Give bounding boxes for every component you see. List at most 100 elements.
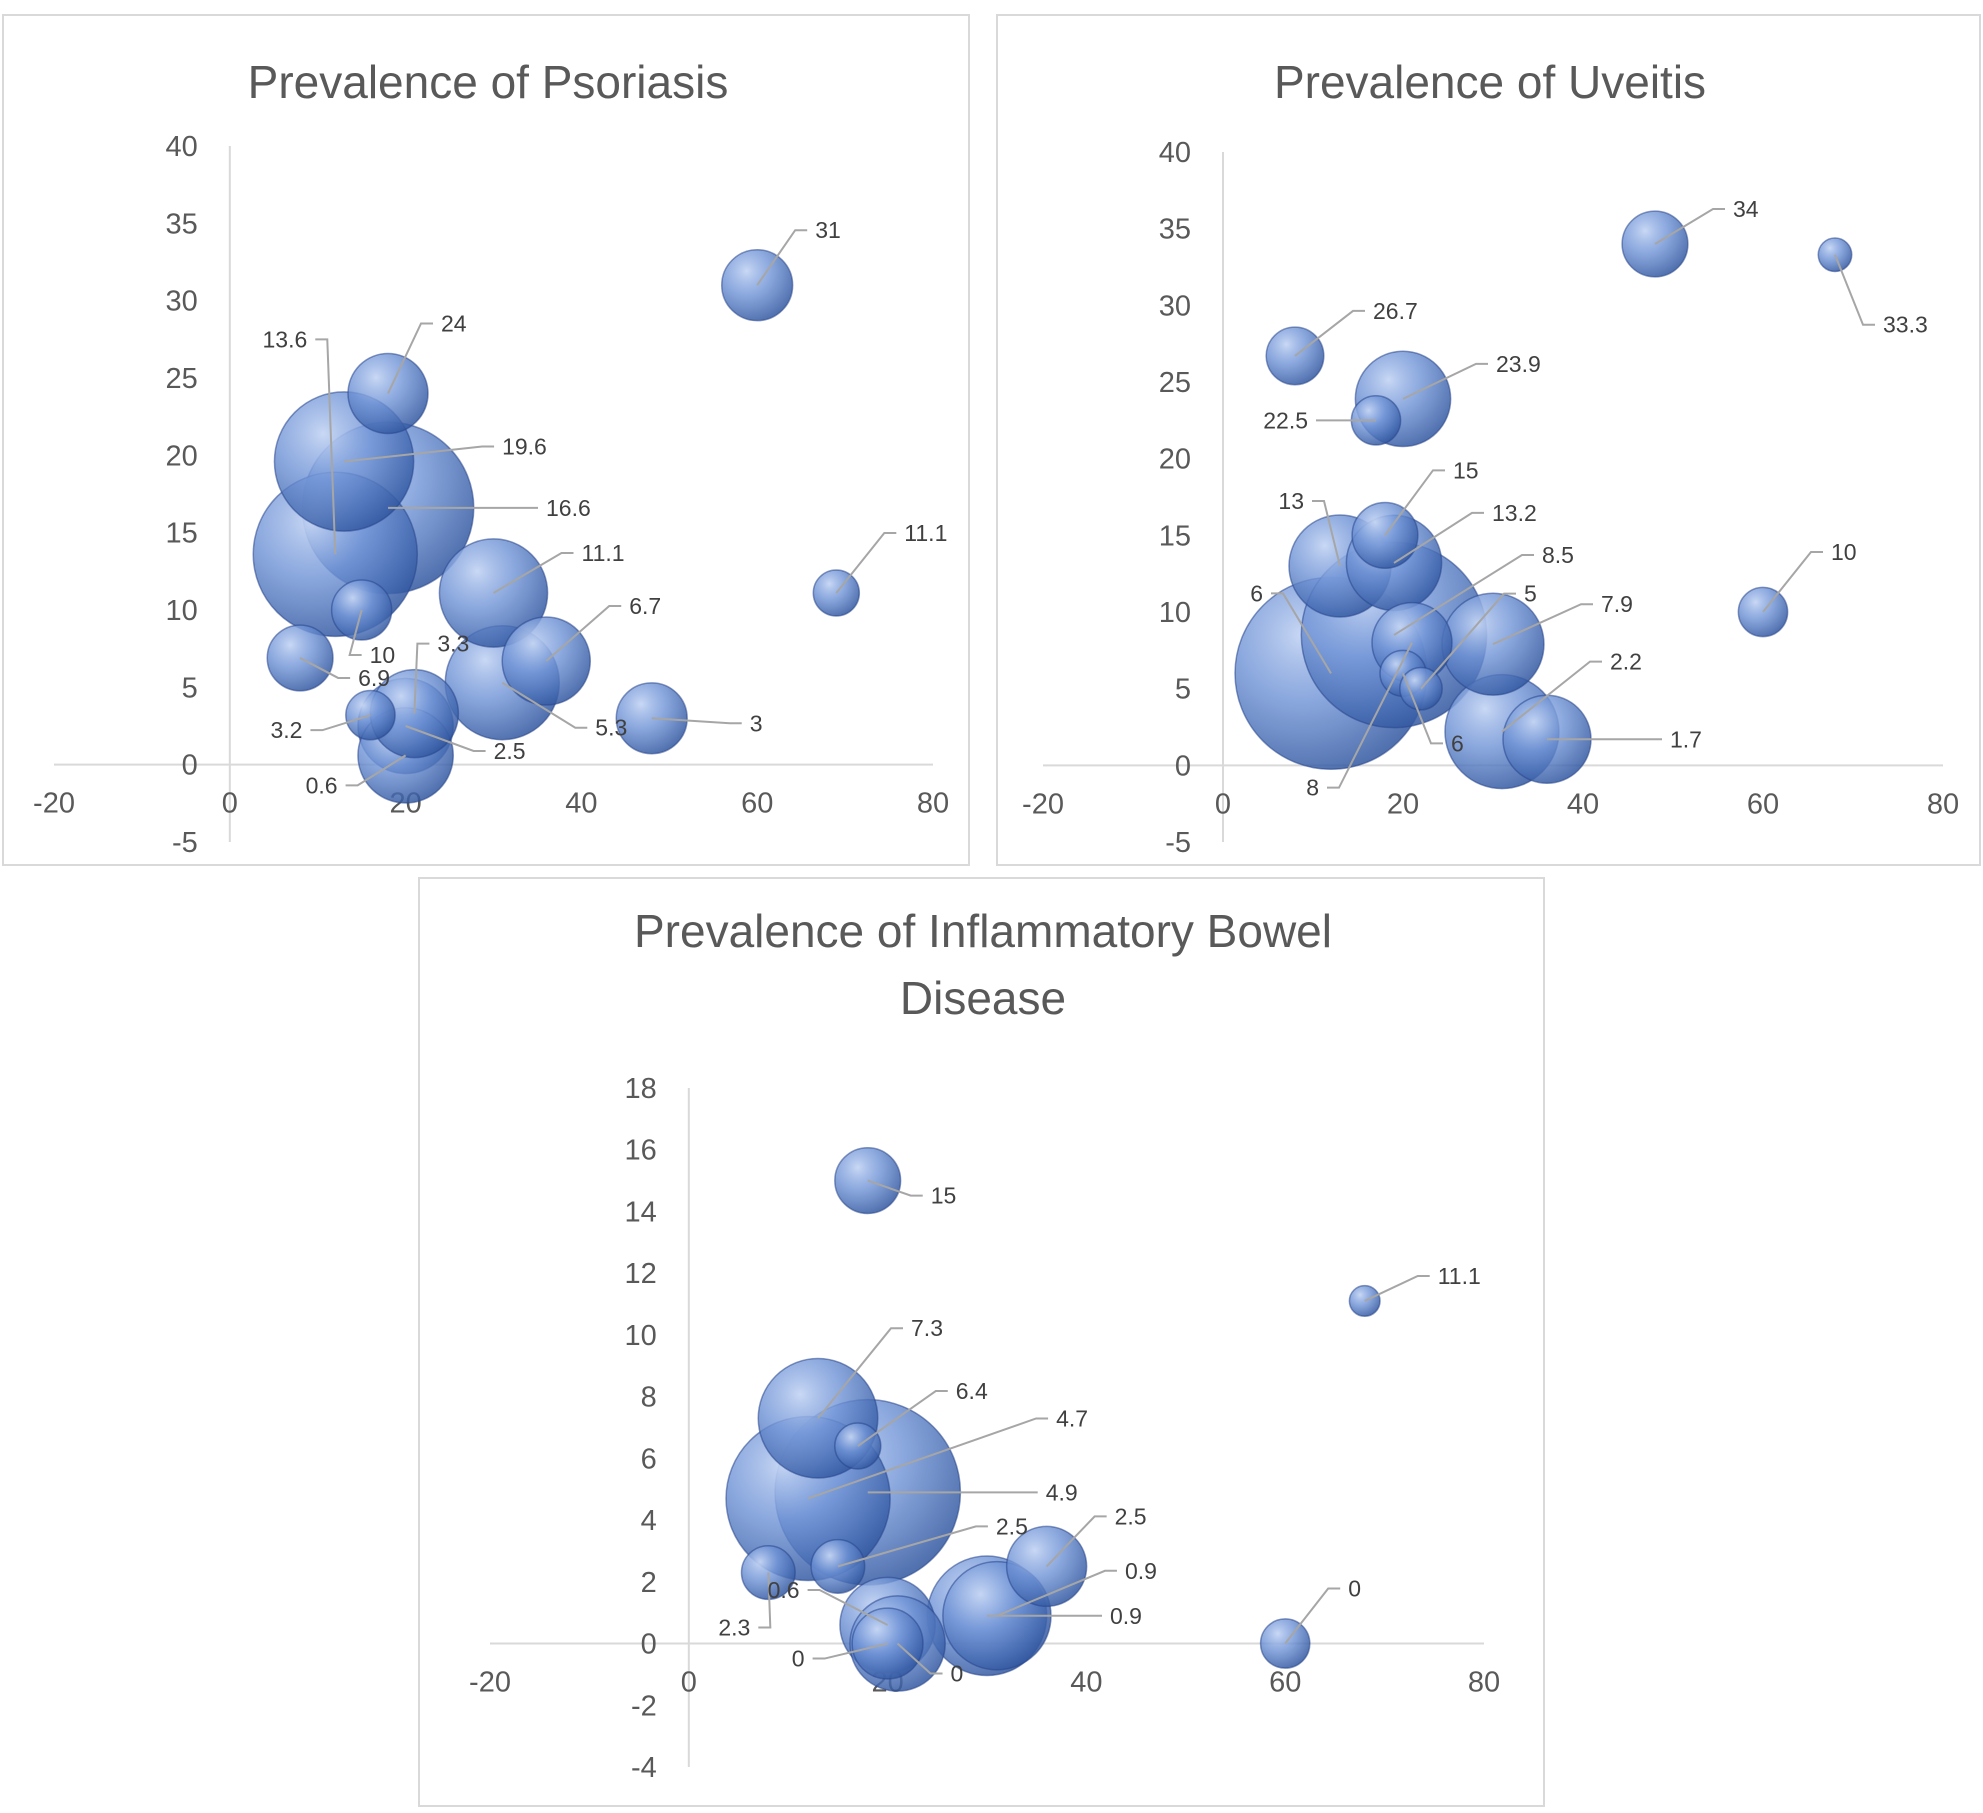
y-tick-label: 15: [166, 518, 198, 550]
data-label: 2.5: [996, 1513, 1028, 1539]
leader-line: [1393, 554, 1534, 636]
data-label: 10: [1831, 539, 1857, 565]
y-tick-label: 14: [625, 1196, 657, 1228]
leader-line: [812, 1642, 888, 1660]
x-tick-label: 40: [1567, 788, 1599, 820]
leader-line: [837, 1525, 988, 1568]
data-label: 34: [1733, 196, 1759, 222]
leader-line: [1762, 551, 1823, 613]
leader-line: [1284, 1587, 1341, 1645]
leader-line: [1364, 1274, 1430, 1302]
data-label: 0.9: [1125, 1558, 1157, 1584]
data-label: 3: [750, 710, 763, 736]
data-label: 11.1: [582, 540, 625, 566]
y-tick-label: 10: [625, 1320, 657, 1352]
leader-line: [1393, 511, 1484, 564]
data-label: 4.7: [1056, 1405, 1088, 1431]
x-tick-label: -20: [1022, 788, 1064, 820]
leader-line: [501, 681, 588, 729]
leader-line: [835, 531, 897, 594]
data-label: 19.6: [502, 434, 547, 460]
leader-line: [343, 445, 495, 463]
leader-line: [1294, 309, 1365, 357]
x-tick-label: 0: [1215, 788, 1231, 820]
y-tick-label: 5: [182, 672, 198, 704]
leader-line: [1834, 254, 1875, 326]
x-tick-label: 40: [565, 788, 597, 820]
data-label: 0: [1348, 1576, 1361, 1602]
data-label: 0.6: [306, 772, 338, 798]
data-label: 7.9: [1601, 591, 1633, 617]
leader-line: [857, 1390, 948, 1447]
data-label: 5.3: [595, 715, 627, 741]
data-label: 0.6: [768, 1577, 800, 1603]
data-label: 10: [370, 642, 396, 668]
y-tick-label: 2: [641, 1567, 657, 1599]
psoriasis-chart-svg: Prevalence of Psoriasis -20 0 20 40 60 80 -5 0 5…: [33, 56, 949, 859]
leader-line: [651, 717, 742, 725]
data-label: 2.3: [718, 1615, 750, 1641]
y-tick-label: -2: [631, 1690, 657, 1722]
y-tick-label: 35: [166, 208, 198, 240]
data-label: 5: [1524, 581, 1537, 607]
y-tick-label: 20: [166, 440, 198, 472]
data-label: 0: [792, 1646, 805, 1672]
leader-line: [758, 1572, 772, 1629]
leader-line: [310, 714, 371, 732]
y-tick-label: -5: [1165, 827, 1191, 859]
data-label: 2.2: [1610, 649, 1642, 675]
ibd-chart-svg: Prevalence of Inflammatory Bowel Disease…: [469, 905, 1500, 1784]
chart-panel-uveitis: Prevalence of Uveitis -20 0 20 40 60 80 -5 0 5 10…: [996, 14, 1981, 866]
x-tick-label: 60: [1269, 1667, 1301, 1699]
leader-line: [315, 338, 337, 555]
leader-line: [1045, 1515, 1107, 1568]
leader-line: [387, 322, 434, 394]
leader-line: [299, 657, 351, 679]
data-label: 7.3: [911, 1315, 943, 1341]
bubble-point: [1259, 1618, 1311, 1669]
y-tick-label: 18: [625, 1073, 657, 1105]
y-tick-label: 25: [166, 363, 198, 395]
y-tick-label: 8: [641, 1382, 657, 1414]
leader-line: [345, 754, 407, 787]
leader-line: [545, 605, 622, 662]
x-tick-label: 80: [1927, 788, 1959, 820]
y-tick-label: 16: [625, 1135, 657, 1167]
leader-line: [1327, 642, 1413, 789]
leader-line: [1420, 592, 1516, 690]
data-label: 6.4: [956, 1378, 988, 1404]
data-label: 33.3: [1883, 312, 1928, 338]
leader-line: [1402, 362, 1488, 400]
data-label: 0.9: [1110, 1603, 1142, 1629]
data-label: 2.5: [494, 738, 526, 764]
y-tick-label: 10: [166, 595, 198, 627]
bubble-point: [721, 249, 794, 322]
x-tick-label: 60: [1747, 788, 1779, 820]
x-tick-label: 0: [681, 1667, 697, 1699]
chart-title-line-2: Disease: [900, 972, 1066, 1024]
data-label: 13.2: [1492, 500, 1537, 526]
x-tick-label: 60: [741, 788, 773, 820]
leader-line: [1654, 208, 1725, 245]
y-tick-label: 15: [1159, 520, 1191, 552]
leader-line: [807, 1589, 889, 1626]
y-tick-label: 40: [166, 131, 198, 163]
y-tick-label: 5: [1175, 674, 1191, 706]
data-label: 0: [951, 1661, 964, 1687]
x-tick-label: 80: [1468, 1667, 1500, 1699]
data-label: 15: [1453, 457, 1479, 483]
y-tick-label: -4: [631, 1752, 657, 1784]
y-tick-label: 30: [166, 286, 198, 318]
leader-line: [756, 229, 808, 286]
chart-panel-ibd: Prevalence of Inflammatory Bowel Disease…: [418, 877, 1545, 1807]
data-label: 6: [1451, 730, 1464, 756]
y-tick-label: 6: [641, 1443, 657, 1475]
leader-line: [817, 1327, 904, 1419]
chart-title: Prevalence of Uveitis: [1274, 56, 1706, 108]
x-tick-label: -20: [469, 1667, 511, 1699]
data-label: 16.6: [546, 495, 591, 521]
data-label: 1.7: [1670, 726, 1702, 752]
y-tick-label: 40: [1159, 137, 1191, 169]
y-tick-label: 20: [1159, 444, 1191, 476]
leader-line: [996, 1569, 1117, 1617]
